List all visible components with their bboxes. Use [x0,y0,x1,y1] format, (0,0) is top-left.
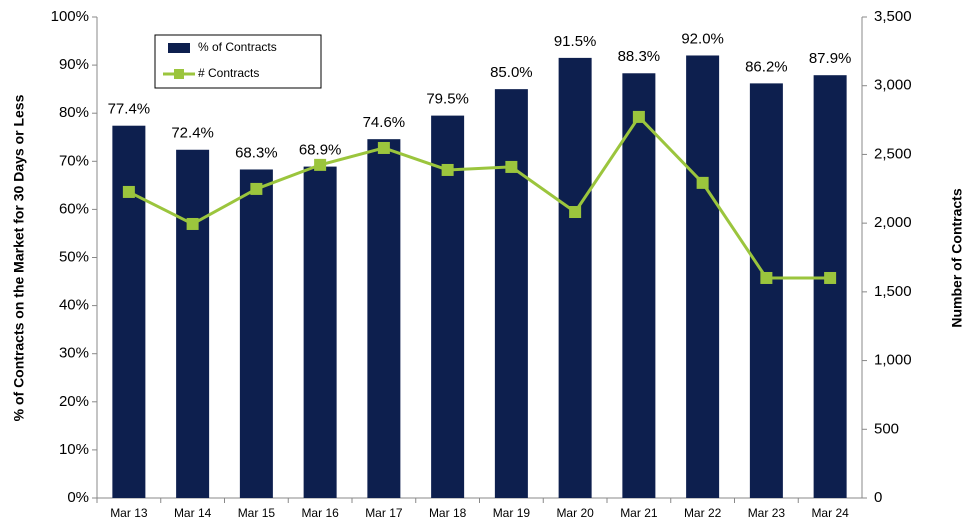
data-label: 68.3% [235,144,278,161]
y-tick-label: 60% [59,200,89,217]
x-tick-label: Mar 18 [429,506,467,520]
bar [622,73,656,498]
line-marker [377,141,390,154]
y2-tick-label: 3,000 [874,77,912,94]
line-marker [314,158,327,171]
line [128,114,831,280]
y2-tick-label: 3,500 [874,8,912,25]
legend-swatch [174,69,184,79]
data-label: 74.6% [363,114,406,131]
bar [239,169,273,499]
x-tick-label: Mar 22 [684,506,722,520]
line-marker [250,182,263,195]
y2-tick-label: 500 [874,420,899,437]
legend-label: # Contracts [198,66,259,80]
y2-tick-label: 2,000 [874,214,912,231]
bar [176,149,210,499]
bar [749,83,783,499]
x-tick-label: Mar 20 [556,506,594,520]
line-marker [824,271,837,284]
line-marker [122,185,135,198]
line-marker [441,163,454,176]
line-marker [696,176,709,189]
bar [303,166,337,498]
bar [813,75,847,499]
data-label: 88.3% [618,48,661,65]
y-tick-label: 10% [59,441,89,458]
y2-tick-label: 2,500 [874,145,912,162]
data-label: 68.9% [299,142,342,159]
y-tick-label: 0% [67,489,89,506]
data-label: 87.9% [809,50,852,67]
y-tick-label: 80% [59,104,89,121]
y-tick-label: 20% [59,393,89,410]
x-tick-label: Mar 23 [748,506,786,520]
bar [112,125,146,499]
x-tick-label: Mar 15 [238,506,276,520]
data-label: 72.4% [171,125,214,142]
y2-tick-label: 1,000 [874,352,912,369]
bar [367,139,401,498]
data-label: 79.5% [426,91,469,108]
y2-axis-title: Number of Contracts [949,188,965,327]
data-label: 92.0% [681,30,724,47]
line-marker [632,110,645,123]
y-tick-label: 30% [59,345,89,362]
bar [431,115,465,498]
legend-swatch [168,43,190,53]
y-tick-label: 50% [59,248,89,265]
x-tick-label: Mar 21 [620,506,658,520]
y-tick-label: 40% [59,297,89,314]
x-tick-label: Mar 17 [365,506,403,520]
line-marker [760,271,773,284]
line-marker [186,217,199,230]
data-label: 86.2% [745,58,788,75]
bar [558,57,592,498]
y-tick-label: 70% [59,152,89,169]
line-marker [505,160,518,173]
y2-tick-label: 0 [874,489,882,506]
x-tick-label: Mar 24 [811,506,849,520]
data-label: 91.5% [554,33,597,50]
legend-label: % of Contracts [198,40,277,54]
y2-tick-label: 1,500 [874,283,912,300]
x-tick-label: Mar 19 [493,506,531,520]
data-label: 77.4% [108,101,151,118]
x-tick-label: Mar 14 [174,506,212,520]
y-tick-label: 90% [59,56,89,73]
bar [686,55,720,498]
y-axis-title: % of Contracts on the Market for 30 Days… [11,94,27,421]
data-label: 85.0% [490,64,533,81]
x-tick-label: Mar 13 [110,506,148,520]
y-tick-label: 100% [51,8,89,25]
x-tick-label: Mar 16 [301,506,339,520]
bar [494,89,528,499]
line-marker [569,206,582,219]
